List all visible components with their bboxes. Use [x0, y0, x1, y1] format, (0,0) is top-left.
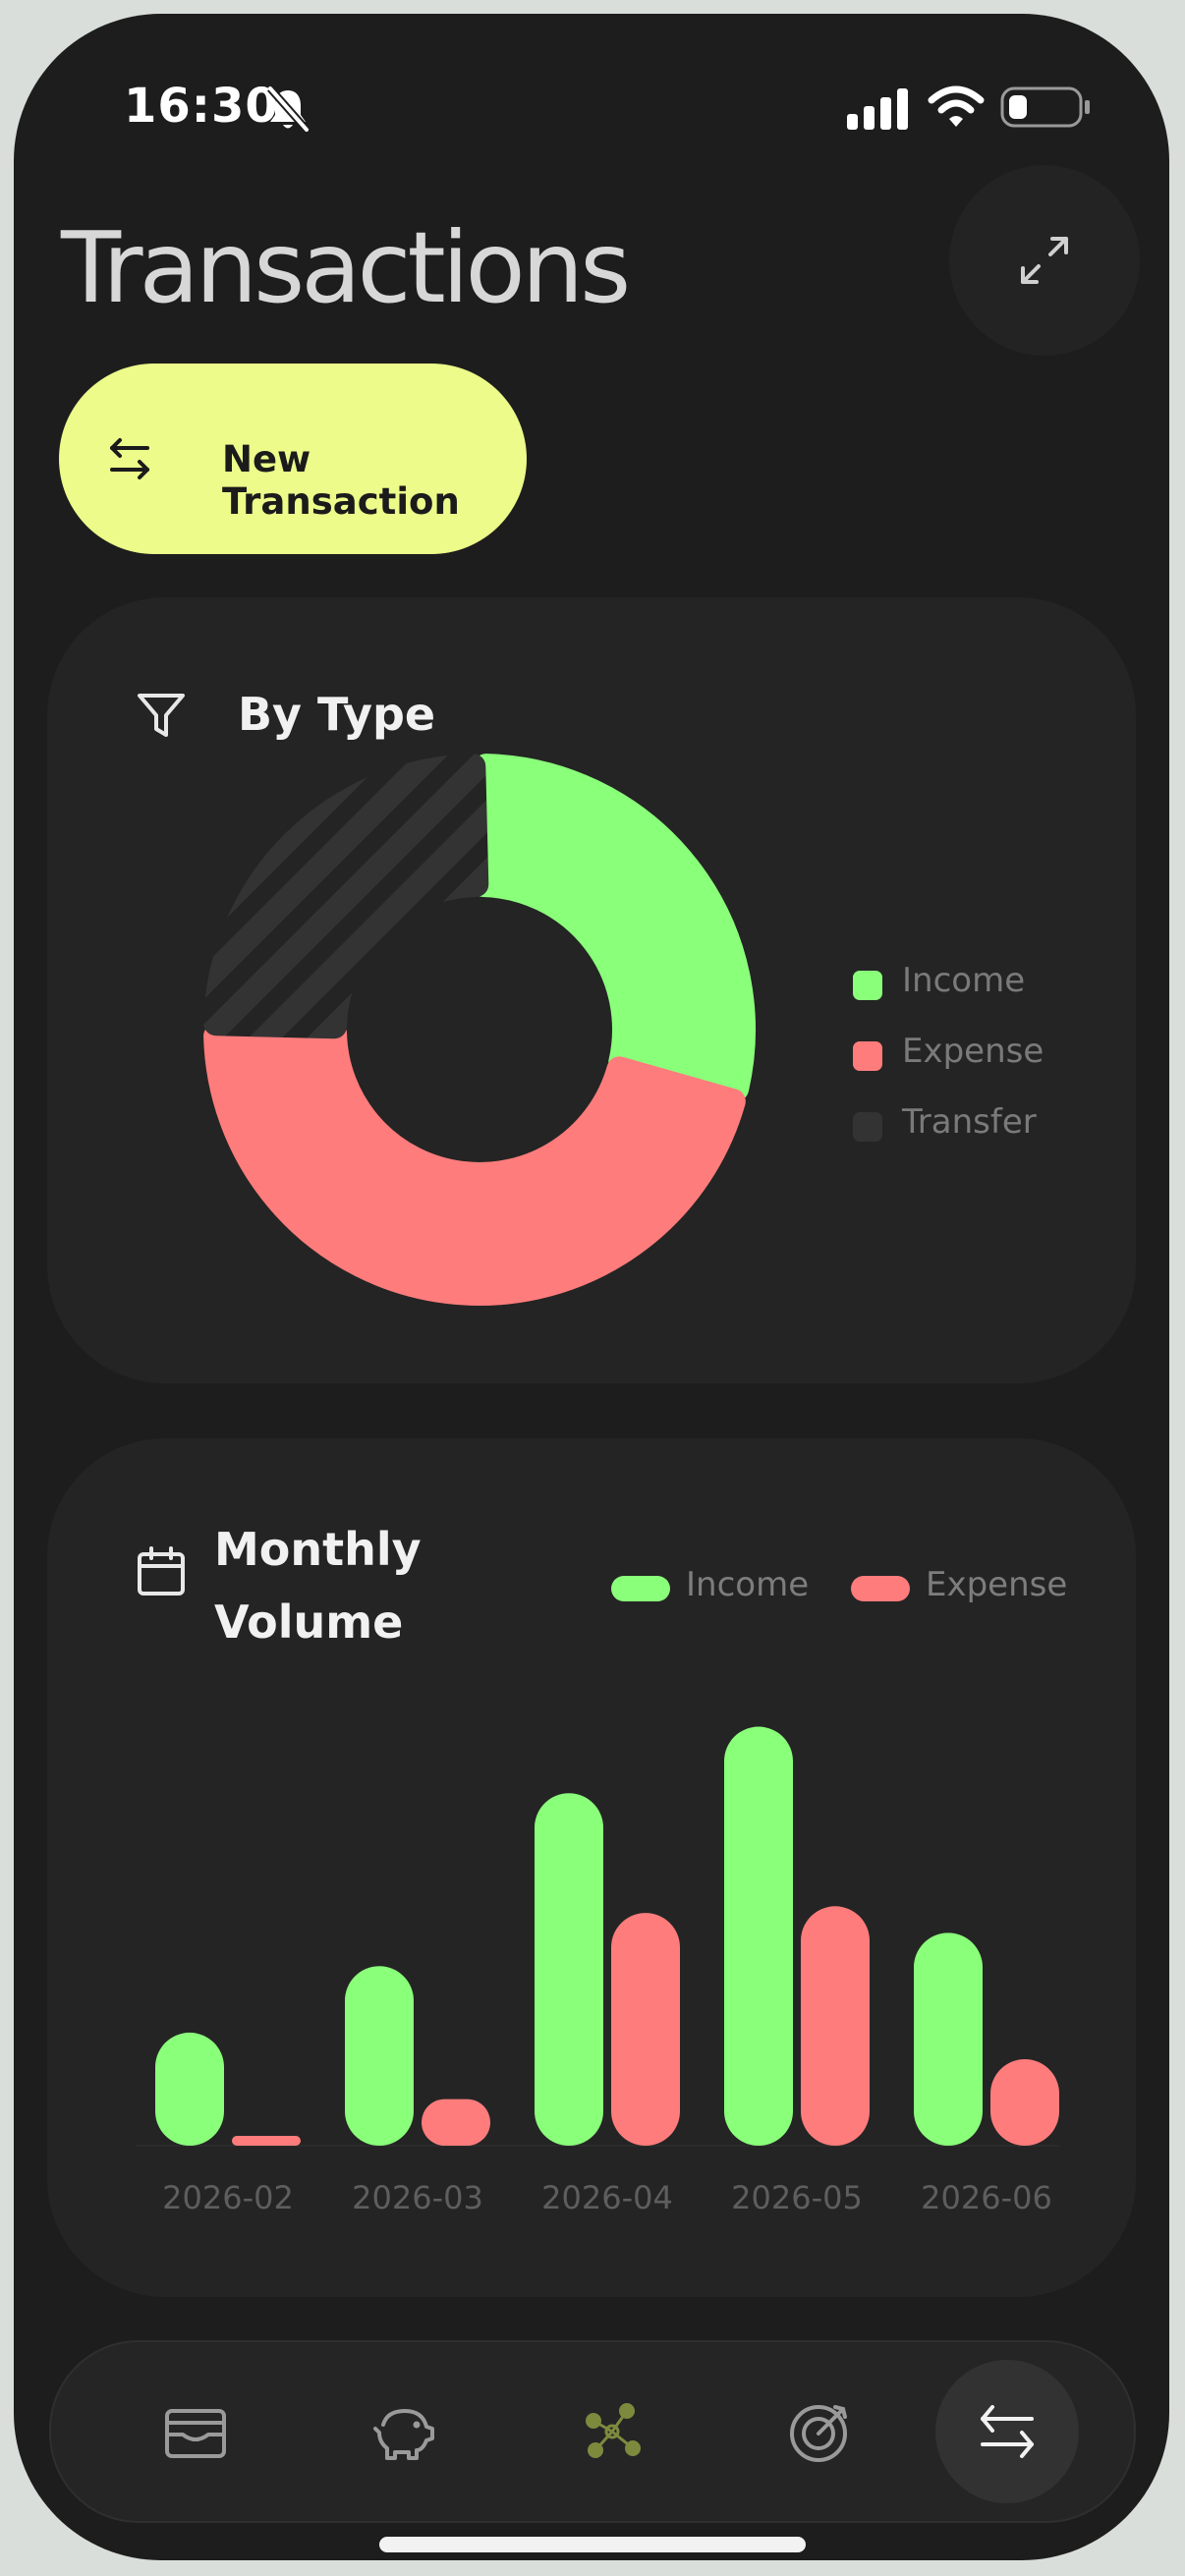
legend-label: Expense: [902, 1032, 1044, 1071]
donut-slice-expense[interactable]: [203, 1020, 746, 1306]
monthly-volume-title-line2: Volume: [214, 1596, 404, 1649]
legend-swatch: [853, 1112, 882, 1142]
page-title: Transactions: [61, 210, 631, 325]
bar-income-2026-05[interactable]: [724, 1726, 793, 2146]
wifi-icon: [928, 85, 985, 127]
legend-label: Income: [686, 1565, 810, 1604]
swap-arrows-icon: [981, 2405, 1034, 2458]
donut-slice-income[interactable]: [470, 754, 756, 1102]
network-icon: [586, 2403, 641, 2458]
donut-slice-transfer[interactable]: [203, 754, 489, 1039]
nav-item-savings[interactable]: [332, 2360, 476, 2503]
home-indicator[interactable]: [379, 2537, 806, 2552]
bar-income-2026-04[interactable]: [535, 1793, 603, 2146]
bar-expense-2026-04[interactable]: [611, 1913, 680, 2146]
legend-swatch: [853, 971, 882, 1000]
calendar-icon: [138, 1546, 185, 1596]
bar-income-2026-02[interactable]: [155, 2032, 224, 2146]
x-tick-label: 2026-04: [541, 2179, 673, 2216]
new-transaction-label: New Transaction: [222, 438, 460, 523]
status-time: 16:30: [124, 79, 279, 134]
monthly-volume-card: Monthly Volume Income Expense 2026-02 202…: [47, 1438, 1136, 2297]
x-tick-label: 2026-05: [731, 2179, 863, 2216]
legend-label: Income: [902, 961, 1026, 1000]
status-bar: 16:30: [14, 14, 1169, 181]
donut-chart: [203, 754, 756, 1306]
x-tick-label: 2026-03: [352, 2179, 483, 2216]
bar-income-2026-06[interactable]: [914, 1932, 983, 2146]
expand-button[interactable]: [949, 165, 1140, 356]
x-tick-label: 2026-02: [162, 2179, 294, 2216]
legend-label: Expense: [926, 1565, 1068, 1604]
monthly-volume-title-line1: Monthly: [214, 1523, 422, 1576]
bottom-nav: [49, 2340, 1136, 2523]
x-tick-label: 2026-06: [921, 2179, 1052, 2216]
cellular-signal-icon: [847, 88, 908, 130]
nav-item-transactions[interactable]: [935, 2360, 1079, 2503]
bell-slash-icon: [266, 85, 310, 133]
bar-expense-2026-02[interactable]: [232, 2136, 301, 2146]
bar-expense-2026-03[interactable]: [422, 2099, 490, 2146]
wallet-icon: [165, 2409, 226, 2458]
target-icon: [790, 2405, 847, 2462]
legend-swatch: [853, 1041, 882, 1071]
legend-swatch: [851, 1576, 910, 1601]
by-type-card: By Type Income Expense Transfer: [47, 597, 1136, 1383]
legend-swatch: [611, 1576, 670, 1601]
nav-item-network[interactable]: [540, 2360, 684, 2503]
filter-icon: [138, 694, 185, 737]
monthly-bar-chart: 2026-02 2026-03 2026-04 2026-05 2026-06: [136, 1726, 1059, 2216]
bar-expense-2026-05[interactable]: [801, 1906, 870, 2146]
bar-income-2026-03[interactable]: [345, 1966, 414, 2146]
by-type-title: By Type: [238, 688, 436, 741]
battery-icon: [1000, 86, 1090, 128]
swap-arrows-icon: [110, 438, 149, 479]
nav-item-wallet[interactable]: [124, 2360, 267, 2503]
nav-item-goals[interactable]: [749, 2360, 892, 2503]
bar-expense-2026-06[interactable]: [990, 2059, 1059, 2146]
piggy-bank-icon: [373, 2409, 434, 2460]
expand-icon: [1021, 237, 1068, 284]
new-transaction-button[interactable]: New Transaction: [59, 364, 527, 554]
phone-screen: 16:30 Transactions: [14, 14, 1169, 2560]
legend-label: Transfer: [902, 1102, 1037, 1142]
